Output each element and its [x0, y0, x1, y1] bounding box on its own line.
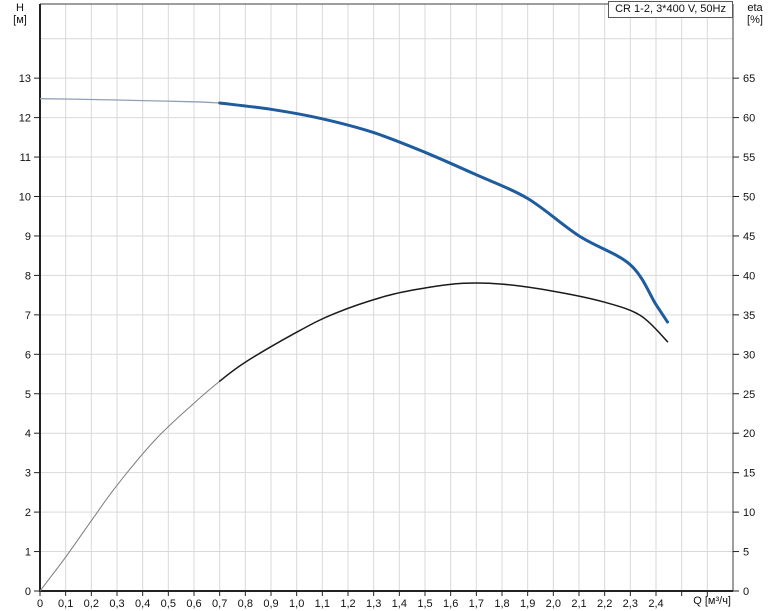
left-axis-title-unit: [м] — [13, 14, 27, 26]
right-axis-tick-label: 0 — [743, 586, 749, 598]
left-axis-tick-label: 6 — [25, 349, 31, 361]
x-axis-tick-label: 0,5 — [161, 598, 176, 610]
left-axis-tick-label: 4 — [25, 428, 31, 440]
left-axis-title-symbol: H — [16, 2, 24, 14]
right-axis-tick-label: 35 — [743, 310, 755, 322]
efficiency-curve-thin-segment — [39, 380, 221, 592]
x-axis-tick-label: 1,7 — [469, 598, 484, 610]
x-axis-tick-label: 1,9 — [520, 598, 535, 610]
x-axis-tick-label: 0,2 — [84, 598, 99, 610]
left-axis-tick-label: 12 — [19, 113, 31, 125]
right-axis-tick-label: 45 — [743, 231, 755, 243]
x-axis-tick-label: 2,3 — [623, 598, 638, 610]
efficiency-curve — [39, 282, 669, 592]
x-axis-tick-label: 1,6 — [443, 598, 458, 610]
x-axis-tick-label: 1,5 — [417, 598, 432, 610]
right-axis-title-symbol: eta — [747, 2, 763, 14]
x-axis-tick-label: 0 — [37, 598, 43, 610]
x-axis-tick-label: 2,4 — [648, 598, 663, 610]
right-axis-tick-label: 5 — [743, 547, 749, 559]
left-axis-tick-label: 0 — [25, 586, 31, 598]
x-axis-tick-label: 2,0 — [546, 598, 561, 610]
right-axis-tick-label: 50 — [743, 192, 755, 204]
left-axis-tick-label: 13 — [19, 73, 31, 85]
x-axis-tick-label: 0,1 — [58, 598, 73, 610]
left-axis-tick-label: 1 — [25, 547, 31, 559]
right-axis-tick-label: 15 — [743, 468, 755, 480]
x-axis-tick-label: 0,3 — [109, 598, 124, 610]
left-axis-tick-label: 3 — [25, 468, 31, 480]
right-axis-tick-label: 20 — [743, 428, 755, 440]
head-curve-thin-segment — [39, 98, 220, 104]
right-axis-tick-label: 65 — [743, 73, 755, 85]
x-axis-ticks: 0 0,1 0,2 0,3 0,4 0,5 0,6 0,7 0,8 0,9 1,0 1,1 1,2 1,3… — [37, 591, 708, 610]
right-axis-tick-label: 60 — [743, 113, 755, 125]
grid-lines — [40, 4, 733, 591]
x-axis-tick-label: 0,4 — [135, 598, 150, 610]
left-axis-tick-label: 10 — [19, 192, 31, 204]
head-curve — [39, 98, 669, 324]
x-axis-tick-label: 0,7 — [212, 598, 227, 610]
x-axis-tick-label: 0,6 — [186, 598, 201, 610]
x-axis-tick-label: 1,2 — [340, 598, 355, 610]
x-axis-tick-label: 1,3 — [366, 598, 381, 610]
right-axis-title-unit: [%] — [747, 14, 763, 26]
left-axis-tick-label: 9 — [25, 231, 31, 243]
x-axis-tick-label: 2,2 — [597, 598, 612, 610]
left-axis-tick-label: 2 — [25, 507, 31, 519]
right-axis-tick-label: 10 — [743, 507, 755, 519]
x-axis-title: Q [м³/ч] — [693, 595, 731, 607]
head-curve-bold-segment — [218, 101, 669, 324]
x-axis-tick-label: 2,1 — [571, 598, 586, 610]
x-axis-tick-label: 1,4 — [392, 598, 407, 610]
left-axis-title: H [м] — [6, 2, 34, 26]
x-axis-tick-label: 1,1 — [315, 598, 330, 610]
right-axis-ticks: 0 5 10 15 20 25 30 35 40 45 50 55 60 65 — [733, 73, 755, 598]
left-axis-tick-label: 7 — [25, 310, 31, 322]
x-axis-tick-label: 1,8 — [494, 598, 509, 610]
right-axis-tick-label: 30 — [743, 349, 755, 361]
right-axis-tick-label: 25 — [743, 389, 755, 401]
x-axis-tick-label: 0,8 — [238, 598, 253, 610]
left-axis-tick-label: 5 — [25, 389, 31, 401]
right-axis-tick-label: 40 — [743, 270, 755, 282]
chart-title-box: CR 1-2, 3*400 V, 50Hz — [608, 1, 733, 18]
x-axis-tick-label: 1,0 — [289, 598, 304, 610]
x-axis-tick-label: 0,9 — [263, 598, 278, 610]
left-axis-tick-label: 11 — [20, 152, 31, 164]
right-axis-title: eta [%] — [740, 2, 770, 26]
efficiency-curve-bold-segment — [218, 282, 669, 382]
right-axis-tick-label: 55 — [743, 152, 755, 164]
left-axis-tick-label: 8 — [25, 270, 31, 282]
